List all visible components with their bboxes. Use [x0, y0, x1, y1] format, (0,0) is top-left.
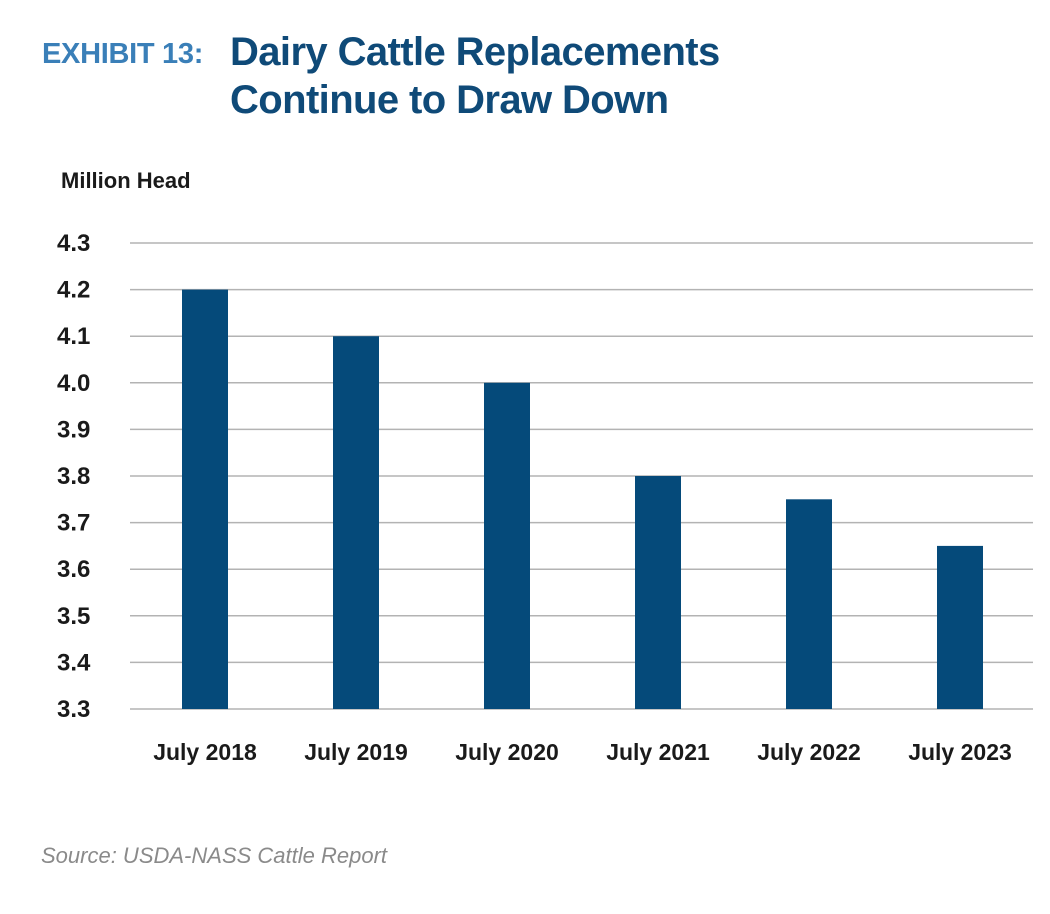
- gridlines: [130, 242, 1033, 710]
- bar-chart: Million Head 3.3 3.4 3.5 3.6 3.7 3.8 3.9 4.0 4.1…: [57, 168, 1033, 765]
- bar-july-2022: [786, 499, 832, 709]
- chart-title-line-1: Dairy Cattle Replacements: [230, 30, 720, 74]
- y-tick-label: 4.3: [57, 230, 90, 257]
- x-axis-ticks: July 2018 July 2019 July 2020 July 2021 July…: [153, 739, 1012, 765]
- y-tick-label: 4.0: [57, 370, 90, 397]
- bar-july-2019: [333, 336, 379, 709]
- y-tick-label: 4.2: [57, 277, 90, 304]
- bar-july-2020: [484, 382, 530, 709]
- y-tick-label: 3.5: [57, 603, 90, 630]
- chart-title: Dairy Cattle Replacements Continue to Dr…: [230, 28, 930, 124]
- y-tick-label: 3.7: [57, 510, 90, 537]
- y-axis-ticks: 3.3 3.4 3.5 3.6 3.7 3.8 3.9 4.0 4.1 4.2 4.3: [57, 230, 91, 723]
- x-tick-label: July 2021: [606, 739, 710, 765]
- x-tick-label: July 2018: [153, 739, 257, 765]
- source-note: Source: USDA-NASS Cattle Report: [41, 843, 388, 868]
- y-axis-label: Million Head: [61, 168, 191, 193]
- x-tick-label: July 2019: [304, 739, 408, 765]
- y-tick-label: 3.9: [57, 416, 90, 443]
- bar-july-2021: [635, 476, 681, 709]
- x-tick-label: July 2022: [757, 739, 861, 765]
- bars: [182, 289, 983, 709]
- y-tick-label: 3.6: [57, 556, 90, 583]
- y-tick-label: 4.1: [57, 323, 90, 350]
- chart-title-line-2: Continue to Draw Down: [230, 78, 669, 122]
- y-tick-label: 3.8: [57, 463, 90, 490]
- x-tick-label: July 2023: [908, 739, 1012, 765]
- y-tick-label: 3.4: [57, 649, 91, 676]
- y-tick-label: 3.3: [57, 696, 90, 723]
- bar-july-2023: [937, 545, 983, 709]
- x-tick-label: July 2020: [455, 739, 559, 765]
- exhibit-label: EXHIBIT 13:: [42, 38, 204, 70]
- bar-july-2018: [182, 289, 228, 709]
